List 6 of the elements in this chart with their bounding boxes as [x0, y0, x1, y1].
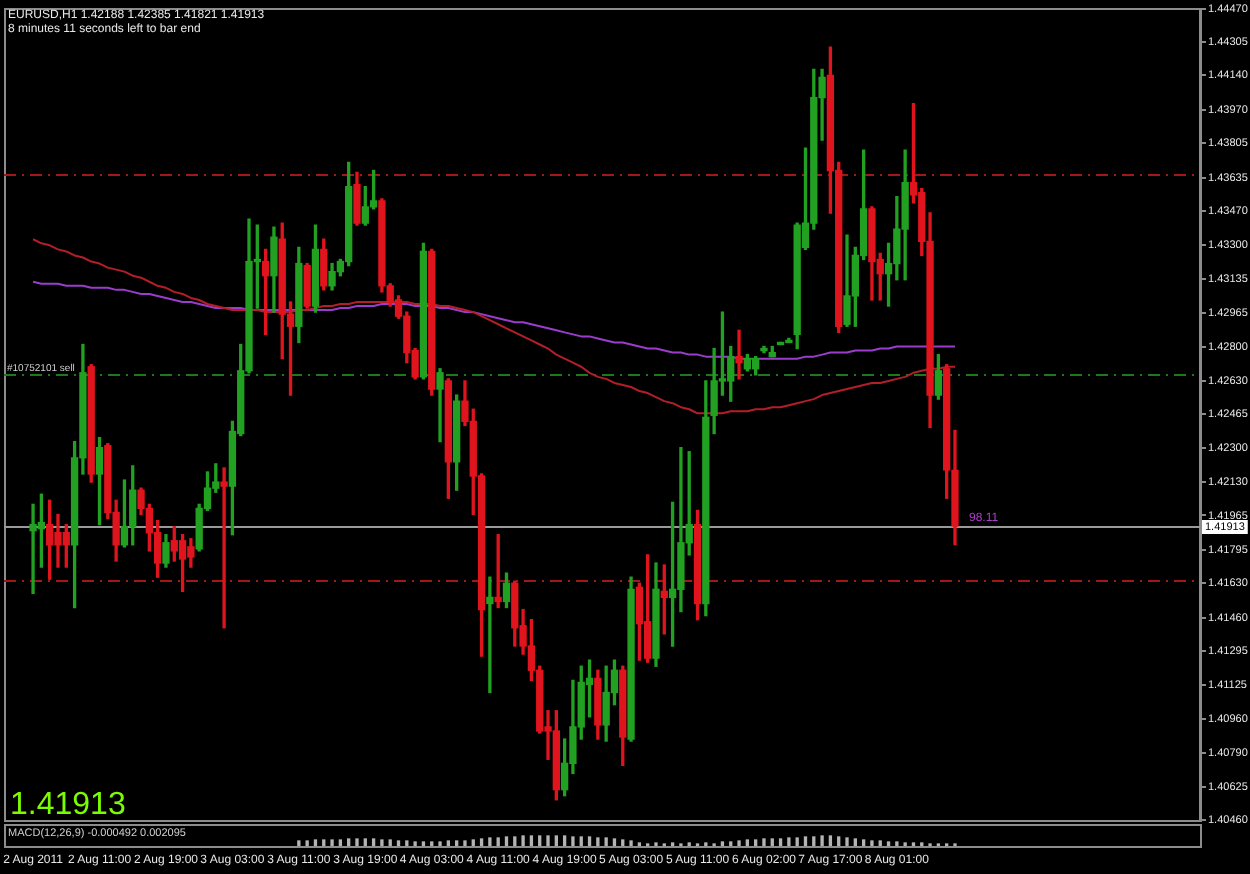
candlestick: [54, 513, 62, 568]
candlestick: [220, 467, 228, 629]
candlestick: [436, 368, 444, 443]
candlestick: [735, 329, 743, 380]
annotation: 1.41913: [10, 788, 126, 822]
candlestick: [486, 576, 494, 694]
